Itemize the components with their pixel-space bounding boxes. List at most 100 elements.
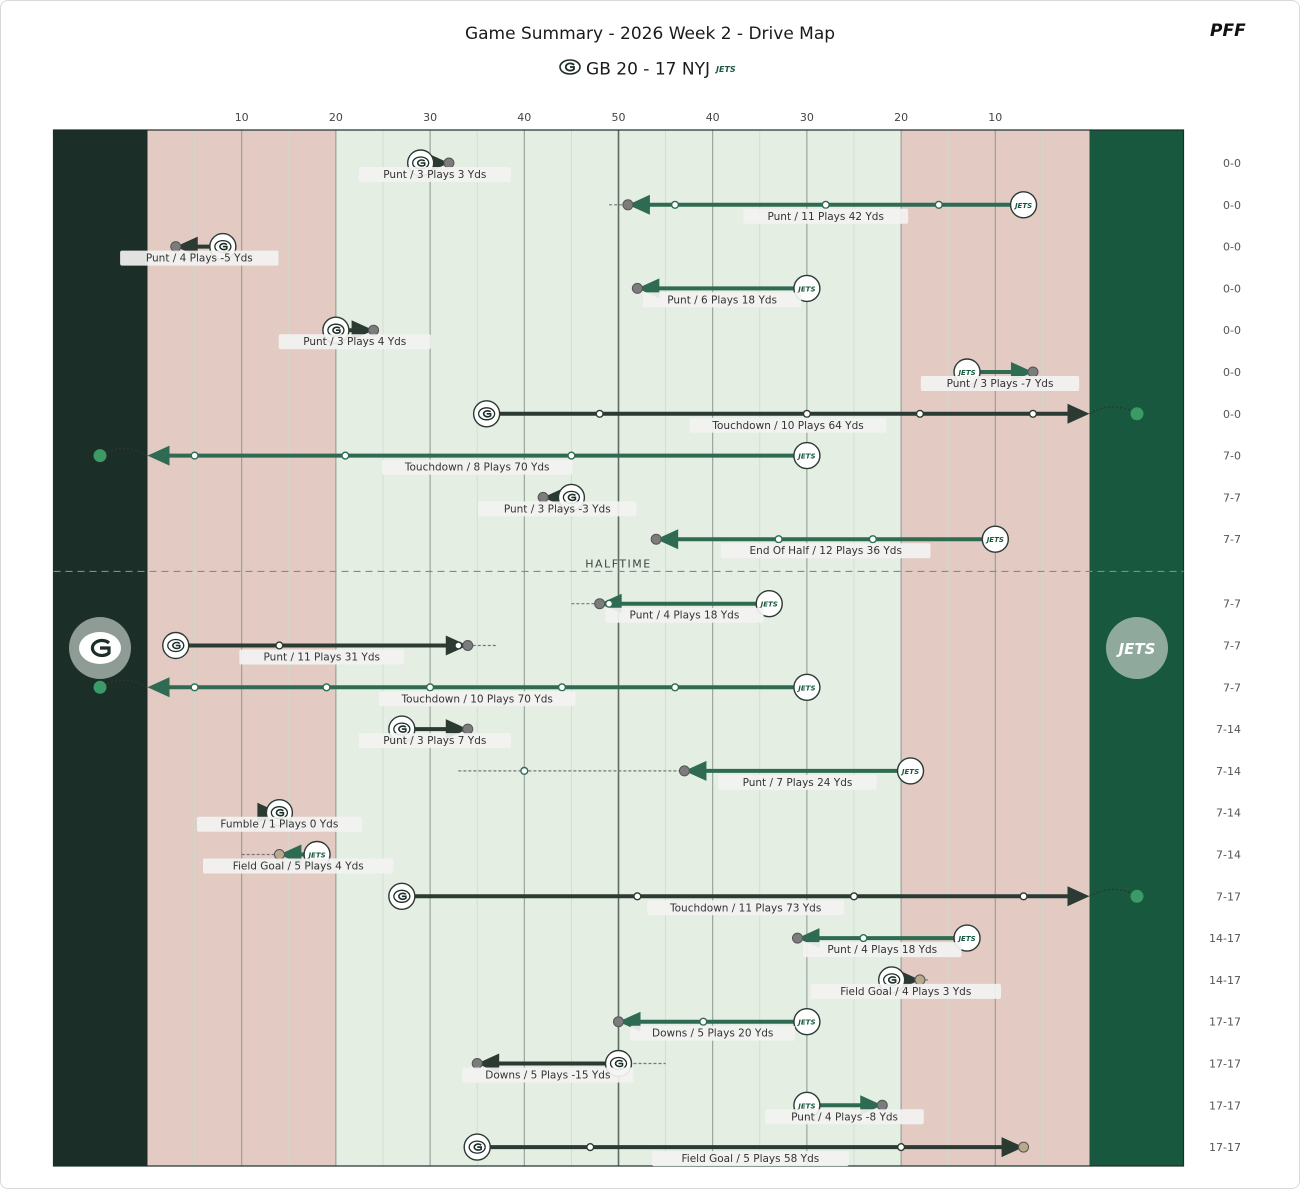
x-tick-label: 40: [706, 111, 720, 124]
score-label: 7-7: [1223, 640, 1241, 653]
nyj-logo-icon: JETS: [793, 1008, 821, 1036]
drive-label-bg: [120, 250, 279, 266]
drive-end-marker: [914, 974, 926, 986]
score-label: 0-0: [1223, 408, 1241, 421]
drive-end-marker: [537, 491, 549, 503]
play-marker: [557, 683, 567, 692]
drive-label-bg: [462, 1067, 634, 1083]
nyj-logo-icon: JETS: [793, 673, 821, 701]
drive-label-bg: [651, 1151, 849, 1167]
drive-22: Downs / 5 Plays -15 Yds 17-17: [462, 1049, 1241, 1083]
drive-label-bg: [920, 376, 1080, 391]
score-label: 0-0: [1223, 282, 1241, 295]
drive-15: JETS Punt / 7 Plays 24 Yds 7-14: [458, 757, 1241, 790]
play-marker: [896, 1142, 906, 1152]
drive-label: Punt / 3 Plays 3 Yds: [383, 169, 486, 181]
play-marker: [190, 683, 199, 692]
drive-end-marker: [594, 598, 606, 610]
drive-1: Punt / 3 Plays 3 Yds 0-0: [358, 149, 1241, 182]
drive-label-bg: [478, 501, 637, 517]
drive-end-marker: [170, 241, 182, 253]
nyj-logo-icon: JETS: [793, 441, 821, 470]
play-marker: [633, 892, 642, 901]
play-marker: [774, 535, 783, 544]
score-label: 0-0: [1223, 199, 1241, 212]
drive-arrowhead: [656, 529, 679, 550]
play-marker: [520, 766, 529, 776]
score-label: 17-17: [1209, 1016, 1241, 1029]
play-marker: [341, 451, 350, 460]
svg-text:JETS: JETS: [985, 536, 1004, 544]
drive-label: Punt / 3 Plays 4 Yds: [303, 336, 406, 348]
drive-label: Field Goal / 5 Plays 58 Yds: [682, 1153, 820, 1165]
drive-7: Touchdown / 10 Plays 64 Yds 0-0: [472, 400, 1241, 433]
field-border: [52, 129, 1185, 1167]
td-dot: [93, 449, 107, 463]
drive-label: Downs / 5 Plays 20 Yds: [652, 1028, 773, 1040]
drive-label-bg: [743, 208, 909, 224]
drive-arrowhead: [1001, 1137, 1024, 1158]
score-label: 17-17: [1209, 1141, 1241, 1154]
drive-label: Punt / 11 Plays 31 Yds: [264, 652, 380, 664]
drive-label: Punt / 4 Plays 18 Yds: [630, 610, 740, 622]
drive-label-bg: [803, 942, 962, 958]
gb-logo-icon: [162, 631, 190, 660]
x-tick-label: 20: [894, 111, 908, 124]
nyj-logo-icon: JETS: [981, 525, 1009, 553]
x-tick-label: 10: [235, 111, 249, 124]
drive-label-bg: [605, 607, 764, 623]
drive-20: Field Goal / 4 Plays 3 Yds 14-17: [810, 966, 1241, 999]
drive-label: Field Goal / 5 Plays 4 Yds: [233, 861, 364, 873]
drive-label: Punt / 4 Plays -8 Yds: [791, 1111, 898, 1123]
x-tick-label: 50: [612, 111, 626, 124]
drive-label-bg: [378, 691, 576, 707]
gb-endzone-logo-icon: [69, 617, 131, 679]
drive-label: Touchdown / 10 Plays 70 Yds: [401, 693, 553, 705]
nyj-logo-icon: JETS: [714, 60, 741, 80]
td-dot: [1130, 889, 1144, 903]
svg-text:JETS: JETS: [956, 935, 975, 943]
drive-19: JETS Punt / 4 Plays 18 Yds 14-17: [791, 924, 1241, 958]
drive-end-marker: [273, 849, 285, 860]
play-marker: [849, 892, 859, 901]
svg-text:JETS: JETS: [1116, 640, 1156, 658]
drive-18: Touchdown / 11 Plays 73 Yds 7-17: [388, 882, 1241, 916]
td-dot: [93, 680, 107, 694]
drive-label-bg: [810, 983, 1002, 999]
play-marker: [934, 200, 943, 209]
score-label: 7-7: [1223, 598, 1241, 611]
game-score: GB 20 - 17 NYJ JETS: [0, 59, 1300, 80]
svg-text:JETS: JETS: [306, 852, 325, 860]
pff-brand-text: PFF: [1210, 21, 1246, 40]
drive-label-bg: [196, 816, 362, 832]
drive-label: Punt / 3 Plays 7 Yds: [383, 735, 486, 747]
drive-end-marker: [678, 765, 690, 777]
drive-label-bg: [382, 459, 573, 475]
drive-label: Punt / 4 Plays -5 Yds: [146, 253, 253, 265]
play-marker: [670, 200, 680, 209]
drive-label: Punt / 3 Plays -3 Yds: [504, 503, 611, 515]
score-label: 7-0: [1223, 450, 1241, 463]
play-marker: [567, 451, 576, 460]
score-text: GB 20 - 17 NYJ: [586, 59, 710, 80]
drive-label-bg: [647, 900, 845, 916]
score-label: 0-0: [1223, 366, 1241, 379]
drive-label-bg: [358, 167, 511, 182]
play-marker: [821, 200, 830, 209]
drive-21: JETS Downs / 5 Plays 20 Yds 17-17: [613, 1008, 1241, 1041]
drive-end-marker: [1027, 366, 1039, 378]
drive-end-marker: [613, 1016, 624, 1028]
drive-label: End Of Half / 12 Plays 36 Yds: [750, 545, 902, 557]
gb-logo-icon: [558, 59, 586, 80]
drive-2: JETS Punt / 11 Plays 42 Yds 0-0: [609, 191, 1241, 224]
svg-text:JETS: JETS: [1013, 202, 1032, 210]
x-tick-label: 10: [988, 111, 1002, 124]
nyj-logo-icon: JETS: [896, 757, 925, 785]
drive-13: JETS Touchdown / 10 Plays 70 Yds 7-7: [93, 673, 1241, 707]
drive-label: Touchdown / 8 Plays 70 Yds: [404, 462, 550, 474]
drive-label-bg: [720, 543, 931, 559]
drive-label-bg: [689, 417, 887, 433]
drive-arrowhead: [147, 445, 170, 466]
drive-arrowhead: [627, 194, 650, 215]
